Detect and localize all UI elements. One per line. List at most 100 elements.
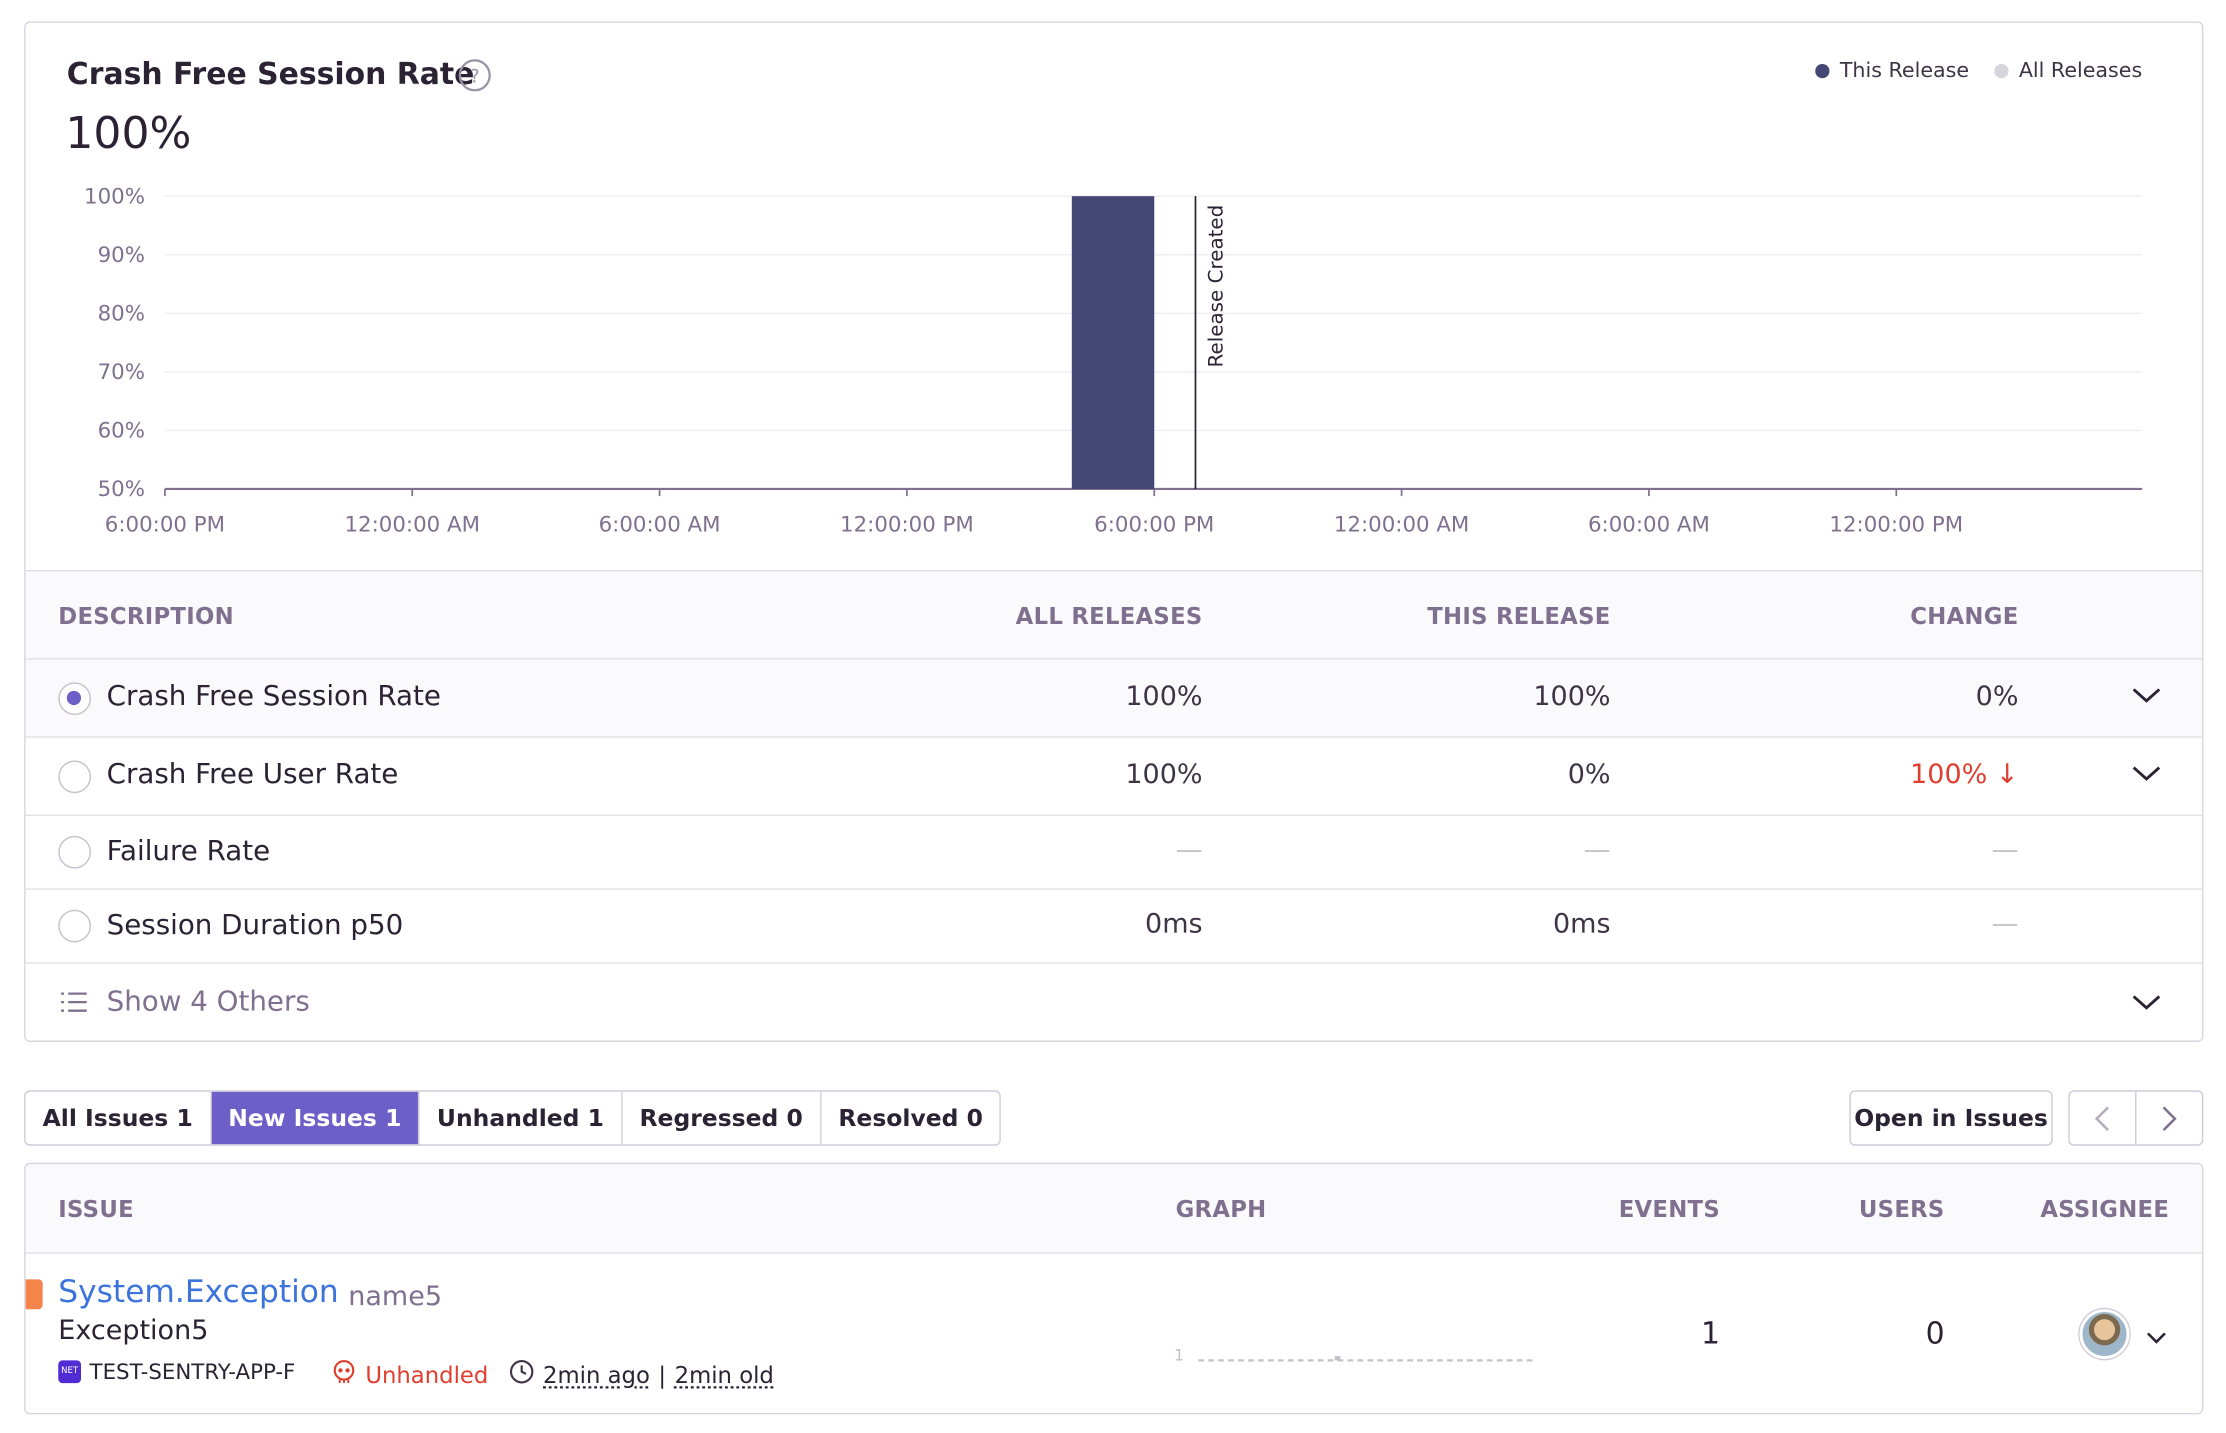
chart-big-value: 100% [65, 108, 192, 160]
events-count: 1 [1701, 1316, 1721, 1351]
metric-this-release: 0% [1567, 759, 1611, 791]
unhandled-badge: Unhandled [331, 1359, 488, 1390]
metric-label: Session Duration p50 [106, 908, 404, 942]
show-others-row[interactable]: Show 4 Others [25, 963, 2202, 1041]
metric-radio[interactable] [58, 835, 91, 869]
legend-all-releases[interactable]: All Releases [1994, 59, 2143, 83]
list-icon [60, 989, 88, 1020]
chevron-right-icon [2162, 1105, 2177, 1131]
help-icon[interactable]: ? [458, 58, 492, 98]
chart-legend: This Release All Releases [1815, 59, 2143, 83]
metric-radio[interactable] [58, 760, 91, 794]
first-seen[interactable]: 2min old [674, 1361, 774, 1389]
pagination [2068, 1090, 2204, 1146]
y-tick-label: 90% [98, 243, 145, 268]
users-count: 0 [1925, 1316, 1945, 1351]
legend-this-release-dot [1815, 63, 1830, 79]
y-tick-label: 60% [98, 419, 145, 444]
metric-all-releases: 0ms [1145, 908, 1203, 940]
metric-all-releases: 100% [1125, 680, 1203, 713]
x-tick-label: 6:00:00 PM [1094, 513, 1214, 538]
legend-all-releases-label: All Releases [2018, 59, 2143, 83]
legend-this-release[interactable]: This Release [1815, 59, 1970, 83]
project-slug: TEST-SENTRY-APP-F [89, 1358, 296, 1385]
issue-sparkline: 1 [1174, 1345, 1533, 1364]
chevron-down-icon[interactable] [2131, 684, 2162, 711]
metric-label: Crash Free Session Rate [106, 679, 441, 713]
chevron-down-icon[interactable] [2131, 991, 2162, 1018]
issues-table-header: ISSUE GRAPH EVENTS USERS ASSIGNEE [25, 1164, 2202, 1254]
sparkline-bar [1334, 1356, 1341, 1361]
y-tick-label: 80% [98, 301, 145, 326]
tab-resolved[interactable]: Resolved 0 [821, 1091, 1001, 1145]
header-issue: ISSUE [58, 1195, 134, 1223]
header-assignee: ASSIGNEE [2040, 1195, 2170, 1223]
metric-this-release: 100% [1533, 680, 1611, 713]
x-tick-label: 12:00:00 AM [345, 513, 480, 538]
sparkline-label: 1 [1174, 1345, 1184, 1364]
tab-count: 1 [385, 1104, 402, 1132]
metric-label: Failure Rate [106, 834, 271, 868]
metric-change-value: 100% [1910, 759, 1988, 791]
svg-text:?: ? [470, 66, 480, 87]
metric-row-session-duration[interactable]: Session Duration p50 0ms 0ms — [25, 889, 2202, 964]
metric-all-releases: — [1175, 834, 1203, 866]
tab-label: All Issues [42, 1104, 169, 1132]
skull-icon [331, 1359, 357, 1390]
metric-row-crash-free-session[interactable]: Crash Free Session Rate 100% 100% 0% [25, 659, 2202, 738]
header-change: CHANGE [1910, 602, 2019, 630]
tab-regressed[interactable]: Regressed 0 [622, 1091, 822, 1145]
metrics-table-header: DESCRIPTION ALL RELEASES THIS RELEASE CH… [25, 570, 2202, 660]
issues-tab-bar: All Issues 1 New Issues 1 Unhandled 1 Re… [24, 1090, 1002, 1146]
tab-count: 0 [966, 1104, 983, 1132]
issue-title-link[interactable]: System.Exception [58, 1275, 339, 1311]
chart-title: Crash Free Session Rate [66, 56, 475, 91]
y-tick-label: 50% [98, 477, 145, 502]
chevron-left-icon [2094, 1105, 2109, 1131]
tab-count: 1 [587, 1104, 604, 1132]
metric-change: 0% [1975, 680, 2019, 713]
session-health-panel: 100% 90% 80% 70% 60% 50% 6:00:00 PM 12:00:00 AM… [24, 21, 2204, 1042]
divider: | [658, 1361, 667, 1389]
tab-count: 0 [786, 1104, 803, 1132]
metric-this-release: 0ms [1552, 908, 1611, 940]
next-page-button[interactable] [2137, 1092, 2202, 1145]
header-users: USERS [1858, 1195, 1945, 1223]
bar [1071, 196, 1155, 489]
metric-radio[interactable] [58, 682, 91, 716]
issue-culprit: name5 [348, 1280, 443, 1313]
open-in-issues-button[interactable]: Open in Issues [1849, 1090, 2053, 1146]
tab-unhandled[interactable]: Unhandled 1 [419, 1091, 623, 1145]
x-tick-label: 12:00:00 AM [1334, 513, 1469, 538]
header-graph: GRAPH [1175, 1195, 1267, 1223]
header-events: EVENTS [1618, 1195, 1721, 1223]
issue-times: 2min ago | 2min old [509, 1359, 774, 1390]
y-tick-label: 100% [84, 184, 145, 209]
previous-page-button[interactable] [2070, 1091, 2137, 1145]
show-others-label: Show 4 Others [106, 985, 310, 1018]
tab-all-issues[interactable]: All Issues 1 [25, 1091, 212, 1145]
metric-radio[interactable] [58, 909, 91, 943]
chevron-down-icon[interactable] [2131, 762, 2162, 789]
metric-row-crash-free-user[interactable]: Crash Free User Rate 100% 0% 100% ↓ [25, 737, 2202, 816]
metric-change: — [1991, 834, 2019, 866]
tab-new-issues[interactable]: New Issues 1 [211, 1091, 420, 1145]
issues-table: ISSUE GRAPH EVENTS USERS ASSIGNEE System… [24, 1162, 2204, 1415]
x-tick-label: 12:00:00 PM [840, 513, 974, 538]
legend-this-release-label: This Release [1839, 59, 1970, 83]
y-tick-label: 70% [98, 360, 145, 385]
tab-label: New Issues [228, 1104, 377, 1132]
assignee-avatar[interactable] [2079, 1309, 2130, 1359]
header-this-release: THIS RELEASE [1427, 602, 1611, 630]
release-marker-label: Release Created [1204, 205, 1227, 368]
tab-label: Regressed [639, 1104, 779, 1132]
metric-label: Crash Free User Rate [106, 757, 399, 791]
issue-message: Exception5 [58, 1314, 209, 1347]
chevron-down-icon[interactable] [2145, 1325, 2168, 1352]
legend-all-releases-dot [1994, 63, 2009, 79]
last-seen[interactable]: 2min ago [543, 1361, 650, 1389]
tab-label: Unhandled [436, 1104, 580, 1132]
issue-project[interactable]: NET TEST-SENTRY-APP-F [58, 1359, 295, 1385]
x-tick-label: 6:00:00 PM [105, 513, 225, 538]
metric-row-failure-rate[interactable]: Failure Rate — — — [25, 815, 2202, 890]
